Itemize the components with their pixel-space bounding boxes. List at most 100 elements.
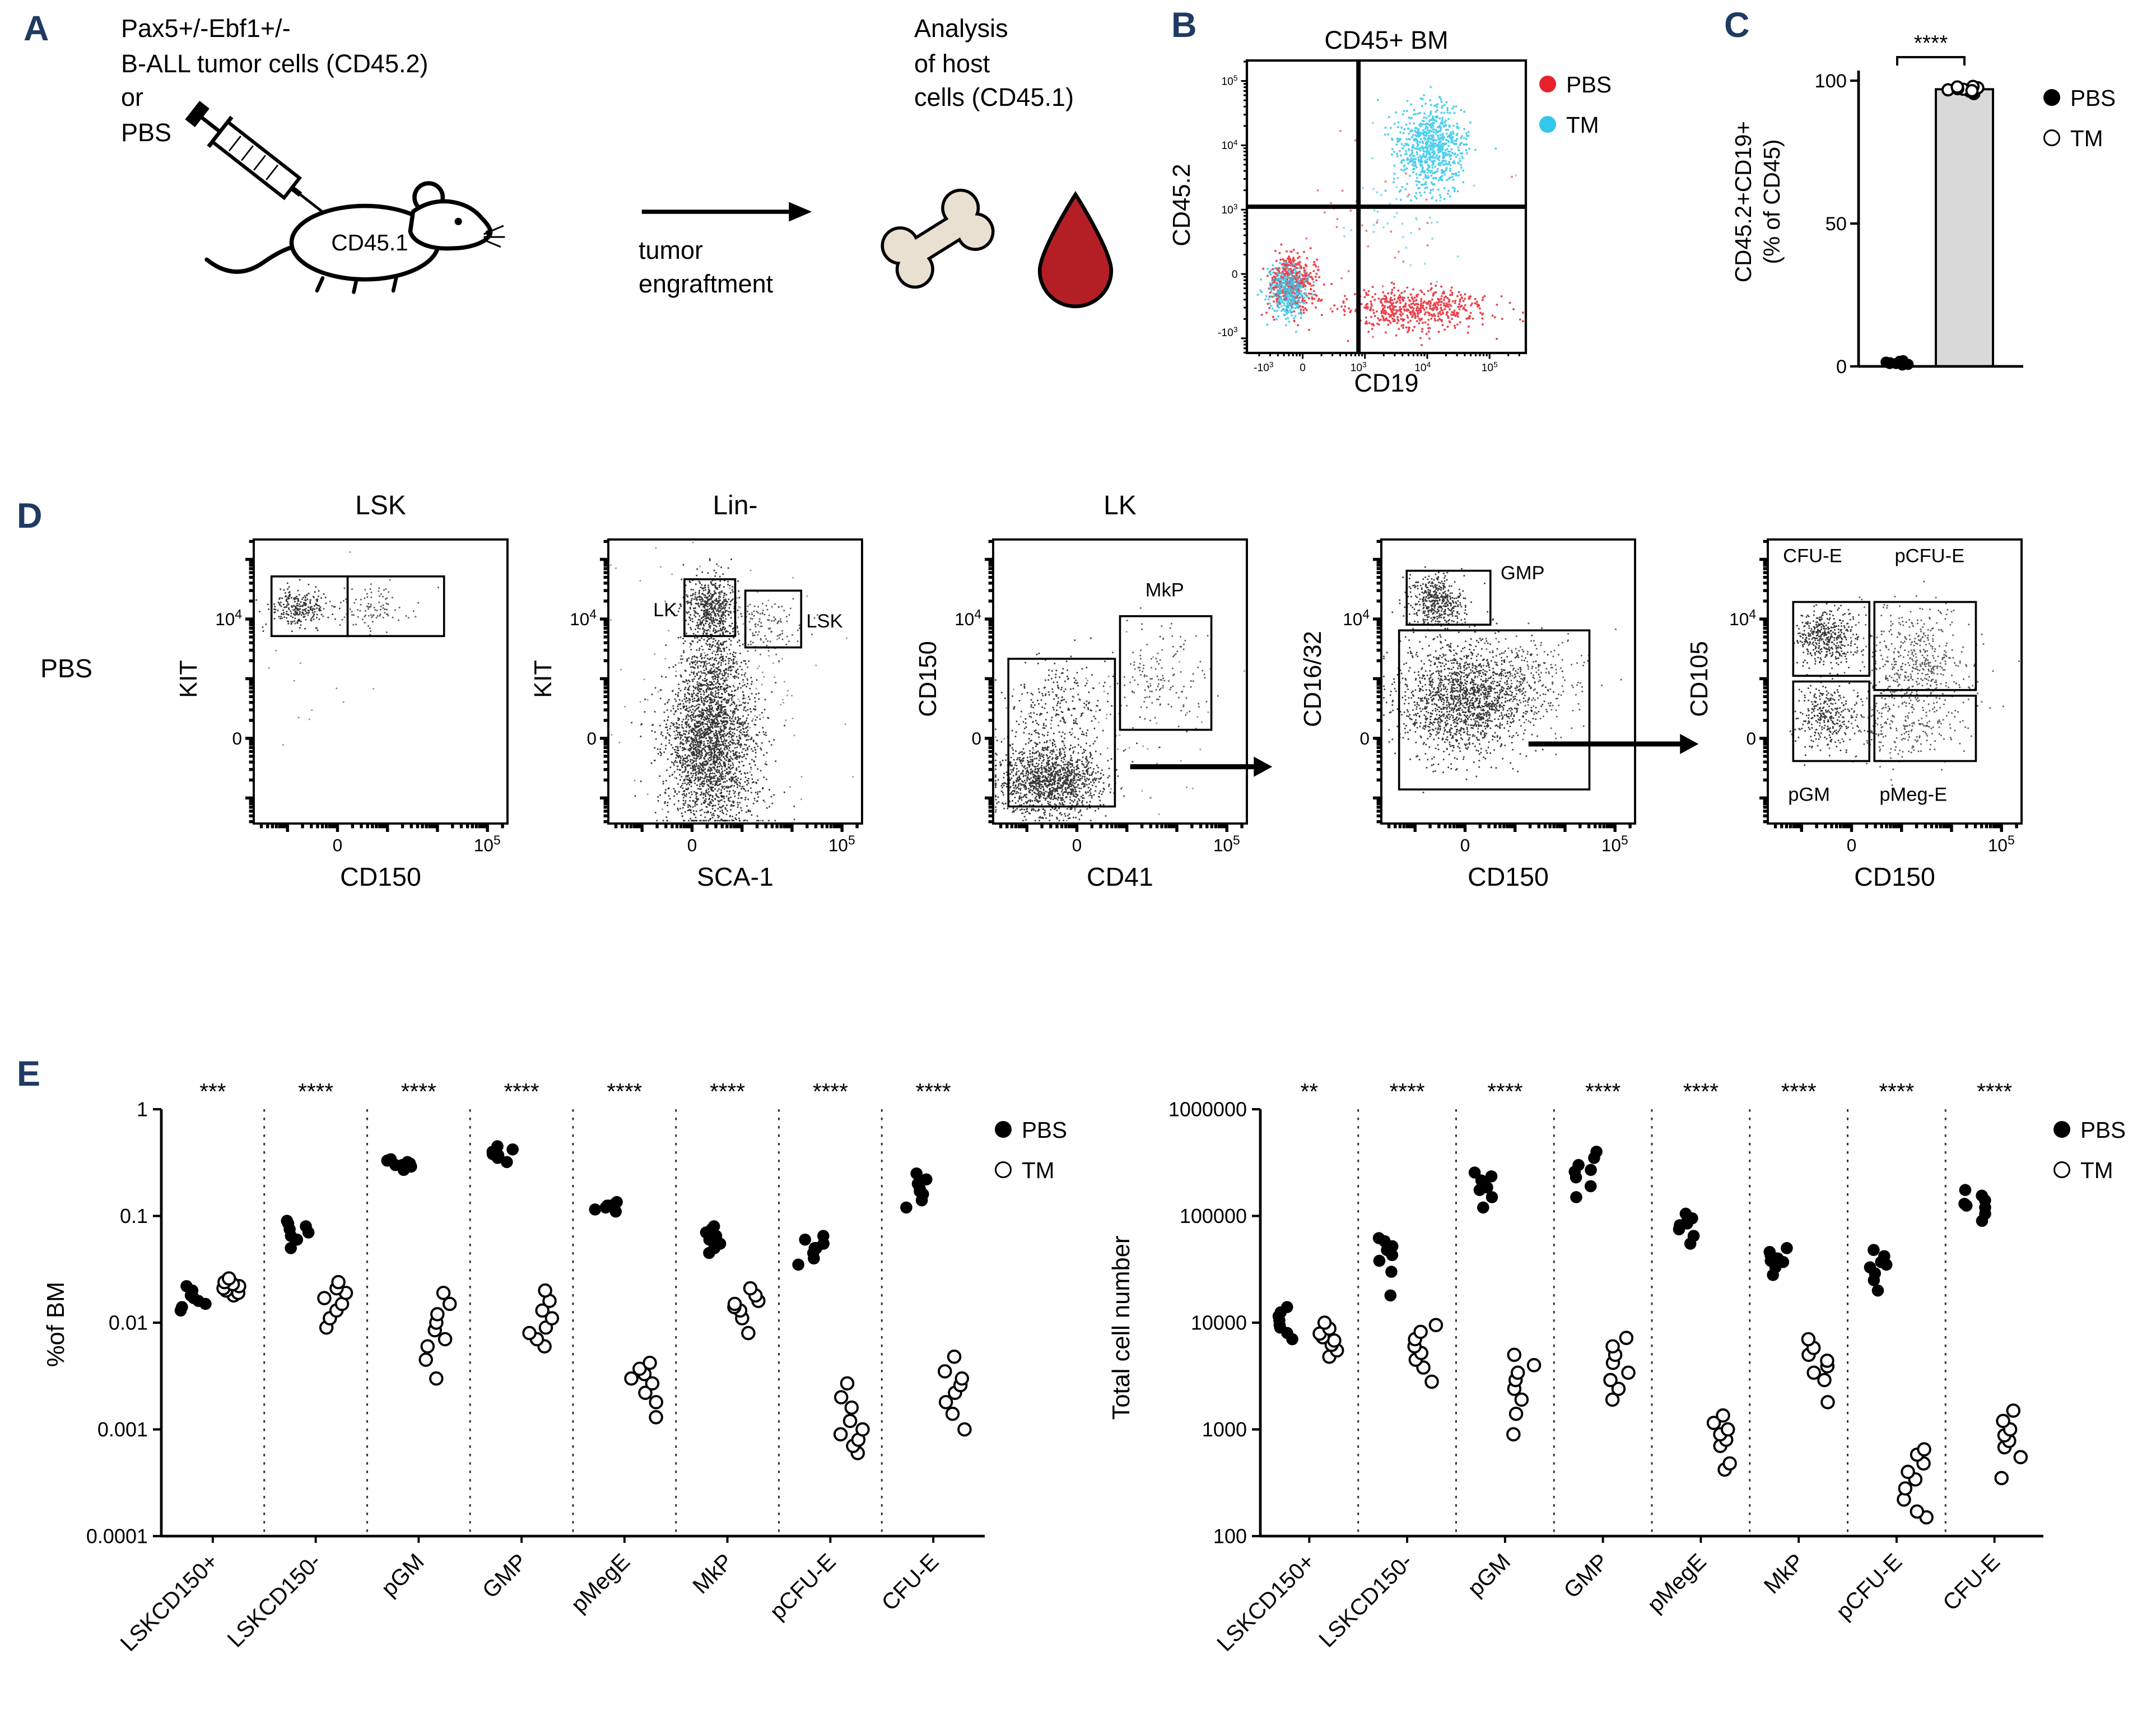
svg-text:0: 0: [971, 728, 981, 748]
flow-plot-lsk: 104 0 0 105: [215, 538, 509, 855]
svg-text:****: ****: [710, 1078, 745, 1104]
svg-text:104: 104: [954, 607, 981, 629]
svg-text:****: ****: [1683, 1078, 1719, 1104]
svg-text:0: 0: [1460, 835, 1470, 855]
svg-text:105: 105: [1988, 833, 2015, 855]
svg-text:105: 105: [1482, 360, 1498, 374]
arrow-caption: tumor engraftment: [639, 237, 774, 299]
mouse-icon: [204, 181, 505, 294]
svg-text:10000: 10000: [1191, 1311, 1247, 1334]
svg-text:104: 104: [1414, 360, 1431, 374]
svg-text:LSKCD150-: LSKCD150-: [1314, 1548, 1417, 1652]
svg-text:-103: -103: [1254, 360, 1274, 374]
svg-text:LSKCD150-: LSKCD150-: [222, 1548, 326, 1652]
legend-item-tm: TM: [995, 1150, 1067, 1190]
analysis-description: Analysis of host cells (CD45.1): [914, 15, 1074, 113]
svg-text:****: ****: [1977, 1078, 2012, 1104]
engraftment-arrow: [641, 202, 812, 222]
flow-y-axis-label: CD105: [1687, 641, 1714, 717]
svg-text:0: 0: [1072, 835, 1082, 855]
svg-text:MkP: MkP: [1145, 579, 1184, 601]
svg-text:****: ****: [1487, 1078, 1522, 1104]
svg-text:100: 100: [1213, 1525, 1247, 1548]
svg-text:****: ****: [607, 1078, 642, 1104]
total-cells-y-axis-label: Total cell number: [1109, 1235, 1136, 1420]
svg-text:***: ***: [199, 1078, 226, 1104]
svg-text:105: 105: [1213, 833, 1240, 855]
panel-c-legend: PBS TM: [2043, 77, 2116, 158]
panel-e-label: E: [17, 1055, 41, 1094]
svg-text:100000: 100000: [1180, 1204, 1247, 1227]
filled-circle-icon: [2043, 89, 2060, 106]
legend-item-pbs: PBS: [995, 1109, 1067, 1150]
svg-text:****: ****: [916, 1078, 951, 1104]
svg-text:pMeg-E: pMeg-E: [1879, 784, 1947, 805]
legend-item-pbs: PBS: [2043, 77, 2116, 118]
legend-item-tm: TM: [1539, 104, 1612, 145]
svg-text:0: 0: [333, 835, 343, 855]
total-cells-strip-chart: 1000000 100000 10000 1000 100 ** LSKCD150+ ****…: [1168, 1078, 2043, 1657]
svg-text:**: **: [1301, 1078, 1319, 1104]
svg-text:CFU-E: CFU-E: [876, 1548, 943, 1616]
flow-x-axis-label: CD150: [1468, 864, 1549, 892]
svg-text:pGM: pGM: [1788, 784, 1830, 805]
svg-text:0: 0: [1746, 728, 1756, 748]
panel-b-label: B: [1171, 7, 1197, 45]
flow-plot-lk: 104 0 0 105 MkP: [954, 538, 1273, 855]
svg-text:GMP: GMP: [477, 1548, 532, 1603]
total-cells-legend: PBS TM: [2053, 1109, 2126, 1190]
svg-text:****: ****: [1585, 1078, 1621, 1104]
svg-text:MkP: MkP: [687, 1548, 738, 1599]
svg-text:****: ****: [504, 1078, 539, 1104]
svg-text:LSKCD150+: LSKCD150+: [115, 1548, 223, 1657]
svg-text:104: 104: [1221, 138, 1237, 152]
pct-bm-strip-chart: 1 0.1 0.01 0.001 0.0001 *** LSKCD150+ **** LSKCD…: [86, 1078, 985, 1657]
svg-text:****: ****: [1914, 31, 1948, 55]
svg-text:0: 0: [586, 728, 597, 748]
flow-y-axis-label: CD16/32: [1301, 631, 1328, 727]
svg-text:104: 104: [215, 607, 242, 629]
flow-x-axis-label: SCA-1: [697, 864, 774, 892]
svg-text:0: 0: [1359, 728, 1370, 748]
svg-text:-103: -103: [1218, 325, 1238, 339]
filled-circle-icon: [995, 1121, 1012, 1138]
legend-item-pbs: PBS: [2053, 1109, 2126, 1150]
svg-text:pCFU-E: pCFU-E: [765, 1548, 841, 1625]
panel-b-legend: PBS TM: [1539, 64, 1612, 145]
flow-y-axis-label: CD150: [916, 641, 943, 717]
svg-text:103: 103: [1351, 360, 1367, 374]
panel-b-flow-plot: 105 104 103 0 -103 -103 0 103 104 105: [1218, 59, 1528, 374]
svg-text:CFU-E: CFU-E: [1938, 1548, 2005, 1616]
svg-text:****: ****: [813, 1078, 848, 1104]
svg-text:0: 0: [1836, 356, 1847, 378]
svg-text:LK: LK: [653, 599, 677, 621]
legend-item-pbs: PBS: [1539, 64, 1612, 104]
svg-text:****: ****: [1390, 1078, 1425, 1104]
svg-text:0: 0: [232, 728, 242, 748]
flow-plot-lin-neg: 104 0 0 105 LK LSK: [570, 538, 863, 855]
panel-c-bar-chart: 100 50 0 ****: [1814, 31, 2023, 378]
svg-text:104: 104: [1343, 607, 1370, 629]
bone-icon: [881, 188, 995, 289]
svg-text:LSKCD150+: LSKCD150+: [1212, 1548, 1320, 1657]
svg-text:0.001: 0.001: [97, 1418, 148, 1441]
svg-text:0: 0: [1232, 269, 1238, 281]
panel-c-y-axis-label: CD45.2+CD19+ (% of CD45): [1731, 120, 1785, 283]
flow-x-axis-label: CD150: [1854, 864, 1935, 892]
svg-text:0.1: 0.1: [120, 1204, 148, 1227]
panel-b-y-axis-label: CD45.2: [1170, 164, 1196, 246]
flow-x-axis-label: CD150: [340, 864, 421, 892]
svg-text:GMP: GMP: [1558, 1548, 1613, 1603]
legend-item-tm: TM: [2053, 1150, 2126, 1190]
svg-text:1000000: 1000000: [1168, 1098, 1247, 1121]
svg-text:pGM: pGM: [1463, 1548, 1516, 1602]
flow-y-axis-label: KIT: [531, 660, 558, 698]
flow-y-axis-label: KIT: [176, 660, 203, 698]
svg-text:CFU-E: CFU-E: [1783, 546, 1842, 567]
blood-drop-icon: [1037, 190, 1114, 309]
svg-text:1000: 1000: [1202, 1418, 1247, 1441]
filled-circle-icon: [2053, 1121, 2070, 1138]
svg-text:104: 104: [570, 607, 597, 629]
svg-text:pMegE: pMegE: [566, 1548, 635, 1617]
svg-text:****: ****: [401, 1078, 436, 1104]
